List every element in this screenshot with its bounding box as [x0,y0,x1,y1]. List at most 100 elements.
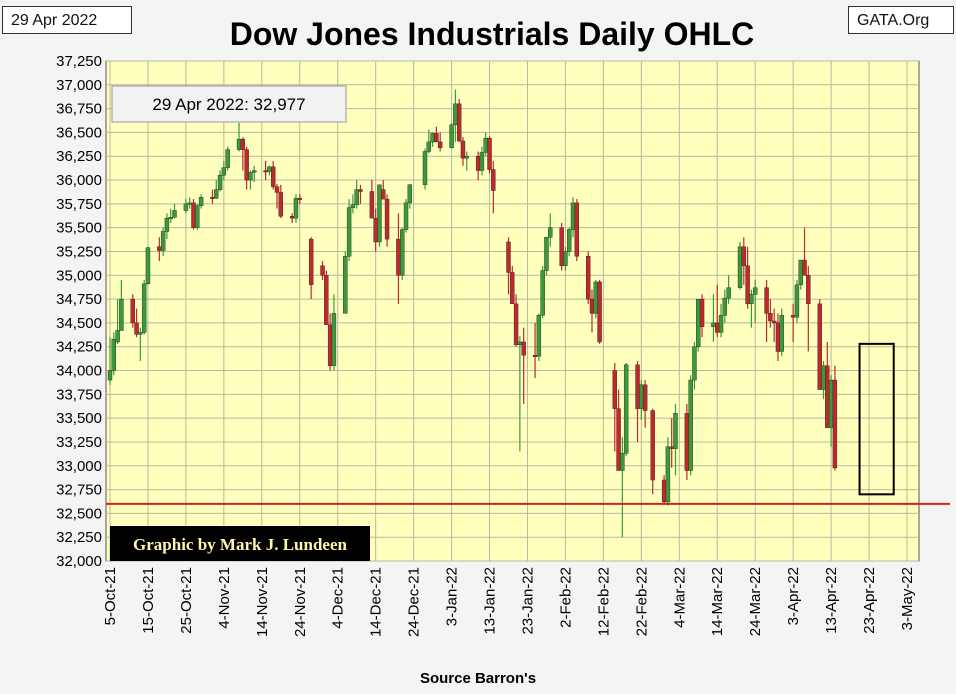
ohlc-bar [513,294,519,347]
ohlc-bar [684,403,690,481]
ohlc-bar [650,408,655,495]
ohlc-bar [479,146,485,176]
bar-body [586,256,591,300]
y-tick-label: 37,250 [56,53,102,70]
bar-body [764,287,769,314]
y-tick-label: 32,750 [56,482,102,499]
bar-body [453,103,458,126]
bar-body [464,156,469,159]
ohlc-bar [536,313,542,361]
bar-body [768,313,773,322]
bar-body [775,322,781,352]
ohlc-bar [221,161,227,181]
bar-body [160,231,166,251]
bar-body [642,384,648,411]
bar-body [236,138,242,150]
ohlc-bar [434,126,439,143]
bar-body [669,446,674,449]
ohlc-bar [741,237,747,285]
ohlc-bars [107,89,838,538]
y-tick-label: 32,000 [56,553,102,570]
bar-body [225,149,230,168]
date-label: 29 Apr 2022 [2,6,132,34]
bar-body [141,283,147,333]
ohlc-bar [160,227,166,257]
bar-body [130,298,135,324]
bar-body [491,169,496,191]
bar-body [396,238,401,276]
bar-body [521,341,526,356]
ohlc-bar [244,146,249,190]
bar-body [821,365,826,390]
bar-body [692,346,697,381]
ohlc-bar [722,289,728,323]
ohlc-bar [616,389,621,471]
ohlc-bar [252,165,257,182]
ohlc-bar [270,161,276,190]
bar-body [248,172,253,181]
bar-body [437,141,443,148]
bar-body [790,315,796,318]
bar-body [825,365,830,428]
bar-body [832,379,838,469]
ohlc-bar [119,280,124,331]
ohlc-bar [437,132,443,152]
ohlc-bar [794,280,800,323]
ohlc-bar [134,308,139,338]
ohlc-bar [673,403,678,476]
y-tick-labels: 32,000 32,250 32,500 32,750 33,000 33,250 33,5… [56,53,102,570]
bar-body [517,341,523,346]
bar-body [540,270,545,316]
bar-body [191,202,196,228]
ohlc-bar [346,199,352,261]
x-tick-label: 4-Mar-22 [671,567,688,628]
ohlc-bar [111,332,116,376]
x-tick-label: 23-Apr-22 [861,567,878,634]
x-tick-label: 4-Nov-21 [216,567,233,629]
bar-body [612,370,617,409]
bar-body [806,275,811,305]
bar-body [715,322,720,333]
bar-body [350,204,356,208]
bar-body [111,338,116,371]
ohlc-bar [138,327,143,361]
bar-body [726,287,731,299]
ohlc-bar [141,280,147,335]
y-tick-label: 35,500 [56,220,102,237]
bar-body [479,152,485,171]
bar-body [532,355,538,357]
x-tick-label: 3-Apr-22 [785,567,802,625]
y-tick-label: 35,000 [56,267,102,284]
y-tick-label: 36,250 [56,148,102,165]
ohlc-bar [426,129,431,154]
bar-body [377,184,382,243]
ohlc-bar [464,151,469,171]
bar-body [327,324,333,366]
x-tick-label: 3-Jan-22 [444,567,461,626]
bar-body [214,189,219,199]
ohlc-bar [510,265,515,305]
bar-body [483,137,488,153]
ohlc-bar [384,194,390,247]
x-tick-label: 5-Oct-21 [102,567,119,625]
bar-body [661,479,667,503]
ohlc-bar [217,170,223,192]
ohlc-bar [145,246,151,285]
ohlc-bar [612,362,617,452]
bar-body [563,251,568,266]
bar-body [244,149,249,181]
bar-body [107,370,113,381]
ohlc-bar [168,208,173,223]
bar-body [172,210,177,218]
ohlc-bar [559,222,564,271]
bar-body [711,322,716,327]
ohlc-bar [802,227,807,276]
bar-body [620,453,625,471]
ohlc-bar [544,236,549,276]
x-tick-label: 2-Feb-22 [557,567,574,628]
bar-body [449,124,454,148]
y-tick-label: 36,750 [56,101,102,118]
bar-body [699,298,705,327]
ohlc-bar [377,184,382,247]
